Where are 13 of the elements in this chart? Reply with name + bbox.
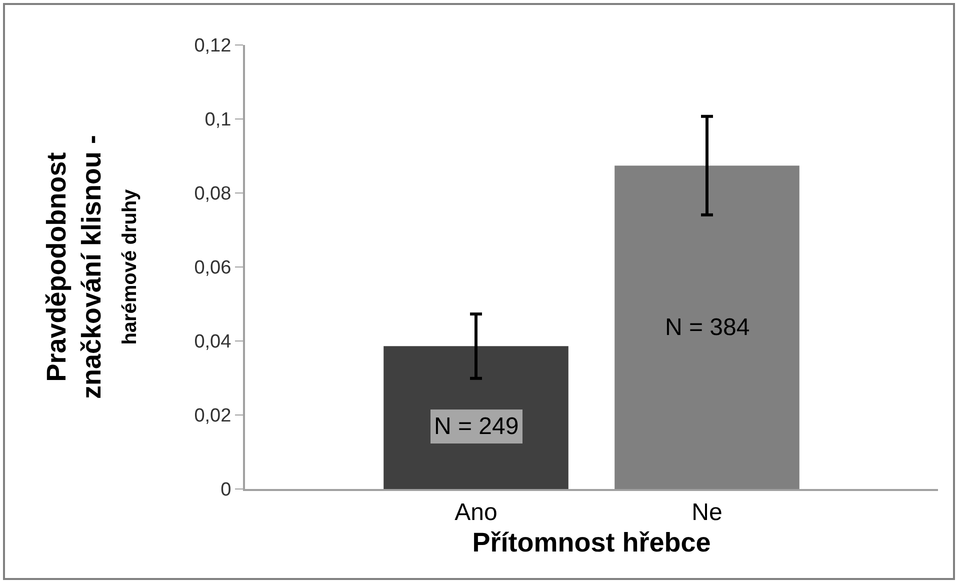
y-tick-label: 0,1	[204, 110, 232, 131]
x-axis-title: Přítomnost hřebce	[472, 528, 711, 558]
y-tick-label: 0,02	[194, 406, 232, 427]
y-tick-label: 0,04	[194, 332, 232, 353]
y-tick-label: 0,08	[194, 184, 232, 205]
x-tick-label: Ano	[454, 498, 498, 526]
annotation: N = 249	[434, 413, 519, 440]
annotation: N = 384	[665, 314, 750, 341]
y-axis-title: Pravděpodobnost značkování klisnou - harémové druhy	[42, 134, 141, 400]
y-tick-label: 0	[220, 480, 232, 501]
x-tick-label: Ne	[692, 498, 722, 526]
y-tick-label: 0,06	[194, 258, 232, 279]
y-tick-label: 0,12	[194, 36, 232, 57]
